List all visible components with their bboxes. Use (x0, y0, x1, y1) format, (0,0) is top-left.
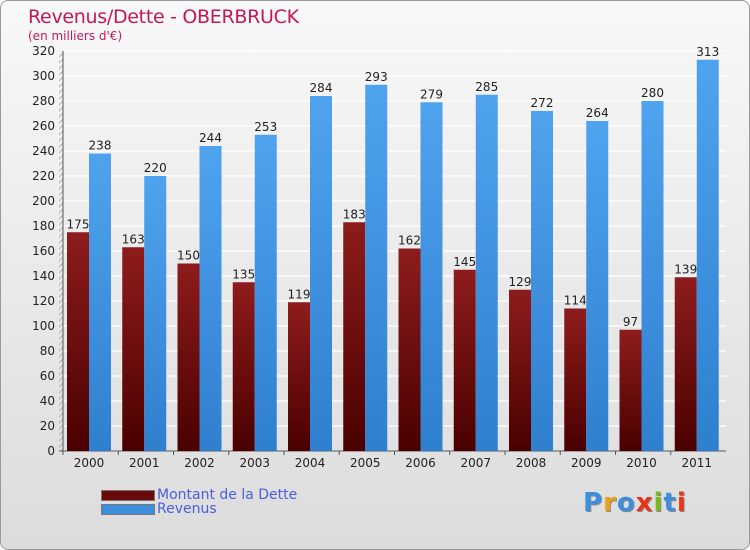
x-tick-label: 2004 (295, 456, 326, 470)
logo-letter: t (663, 488, 677, 518)
bar-revenus (254, 134, 277, 451)
logo-letter: i (676, 488, 687, 518)
y-tick-label: 0 (47, 444, 55, 458)
bar-debt (177, 263, 200, 451)
data-label-revenus: 244 (199, 131, 222, 145)
data-label-revenus: 284 (310, 81, 333, 95)
x-tick-label: 2003 (239, 456, 270, 470)
bar-revenus (144, 176, 167, 451)
y-tick-label: 180 (32, 219, 55, 233)
y-tick-label: 200 (32, 194, 55, 208)
legend-label-debt: Montant de la Dette (157, 487, 298, 503)
y-tick-label: 20 (40, 419, 55, 433)
data-labels: 175 238 163 220 150 244 135 253 119 284 183 293 162 2… (67, 45, 720, 329)
data-label-revenus: 238 (89, 139, 112, 153)
y-tick-label: 100 (32, 319, 55, 333)
y-tick-label: 240 (32, 144, 55, 158)
logo-letter: r (603, 488, 617, 518)
logo-letter: i (653, 488, 664, 518)
grid-lines (63, 50, 726, 452)
bar-revenus (531, 111, 553, 451)
data-label-revenus: 264 (586, 106, 609, 120)
bar-debt (288, 302, 310, 451)
data-label-revenus: 253 (254, 120, 277, 134)
y-tick-label: 160 (32, 244, 55, 258)
y-tick-label: 40 (40, 394, 55, 408)
legend-label-revenus: Revenus (157, 501, 217, 517)
y-tick-label: 220 (32, 169, 55, 183)
bar-revenus (641, 101, 664, 451)
bar-revenus (365, 84, 388, 451)
logo-letter: x (635, 488, 654, 518)
bar-debt (674, 277, 697, 451)
x-tick-label: 2009 (571, 456, 602, 470)
data-label-revenus: 313 (696, 45, 719, 59)
bar-debt (509, 289, 531, 451)
bar-debt (232, 282, 255, 451)
bar-revenus (586, 121, 609, 451)
logo-letter: P (583, 488, 604, 518)
proxiti-logo: Proxiti (583, 488, 687, 518)
data-label-debt: 150 (177, 249, 200, 263)
bar-debt (67, 232, 89, 451)
bar-debt (564, 308, 587, 451)
data-label-debt: 162 (398, 234, 421, 248)
y-tick-label: 300 (32, 69, 55, 83)
data-label-revenus: 279 (420, 87, 443, 101)
x-tick-label: 2010 (626, 456, 657, 470)
y-tick-label: 280 (32, 94, 55, 108)
data-label-debt: 139 (674, 262, 697, 276)
y-tick-label: 260 (32, 119, 55, 133)
axis-wall (59, 51, 63, 451)
data-label-debt: 175 (67, 217, 90, 231)
data-label-debt: 145 (453, 255, 476, 269)
data-label-revenus: 272 (531, 96, 554, 110)
data-label-debt: 129 (509, 275, 532, 289)
data-label-debt: 135 (232, 267, 255, 281)
data-label-revenus: 220 (144, 161, 167, 175)
x-tick-label: 2001 (129, 456, 160, 470)
bar-revenus (696, 59, 719, 451)
data-label-debt: 119 (288, 287, 311, 301)
bar-revenus (89, 153, 111, 451)
bar-debt (122, 247, 145, 451)
y-tick-label: 120 (32, 294, 55, 308)
axes: 0 20 40 60 80 100 120 140 160 180 200 220 240 260 280 3… (32, 44, 726, 470)
x-tick-label: 2002 (184, 456, 215, 470)
bar-revenus (199, 146, 222, 451)
data-label-revenus: 285 (475, 80, 498, 94)
bars (67, 59, 719, 451)
logo-letter: o (616, 488, 636, 518)
data-label-debt: 114 (564, 294, 587, 308)
legend-swatch-debt (101, 490, 155, 501)
chart-title: Revenus/Dette - OBERBRUCK (28, 6, 299, 28)
data-label-debt: 163 (122, 232, 145, 246)
bar-debt (398, 248, 421, 451)
bar-debt (619, 329, 642, 451)
x-tick-label: 2006 (405, 456, 436, 470)
legend-swatch-revenus (101, 504, 155, 515)
x-tick-label: 2007 (460, 456, 491, 470)
data-label-debt: 183 (343, 207, 366, 221)
bar-revenus (475, 94, 498, 451)
x-tick-label: 2008 (516, 456, 547, 470)
y-tick-label: 140 (32, 269, 55, 283)
y-tick-label: 320 (32, 44, 55, 58)
x-tick-label: 2011 (681, 456, 712, 470)
bar-debt (343, 222, 366, 451)
data-label-debt: 97 (623, 315, 638, 329)
bar-debt (453, 269, 476, 451)
x-tick-label: 2000 (74, 456, 105, 470)
y-tick-label: 80 (40, 344, 55, 358)
x-tick-label: 2005 (350, 456, 381, 470)
data-label-revenus: 280 (641, 86, 664, 100)
chart-subtitle: (en milliers d'€) (28, 29, 123, 43)
bar-revenus (310, 96, 332, 451)
y-tick-label: 60 (40, 369, 55, 383)
data-label-revenus: 293 (365, 70, 388, 84)
bar-revenus (420, 102, 443, 451)
